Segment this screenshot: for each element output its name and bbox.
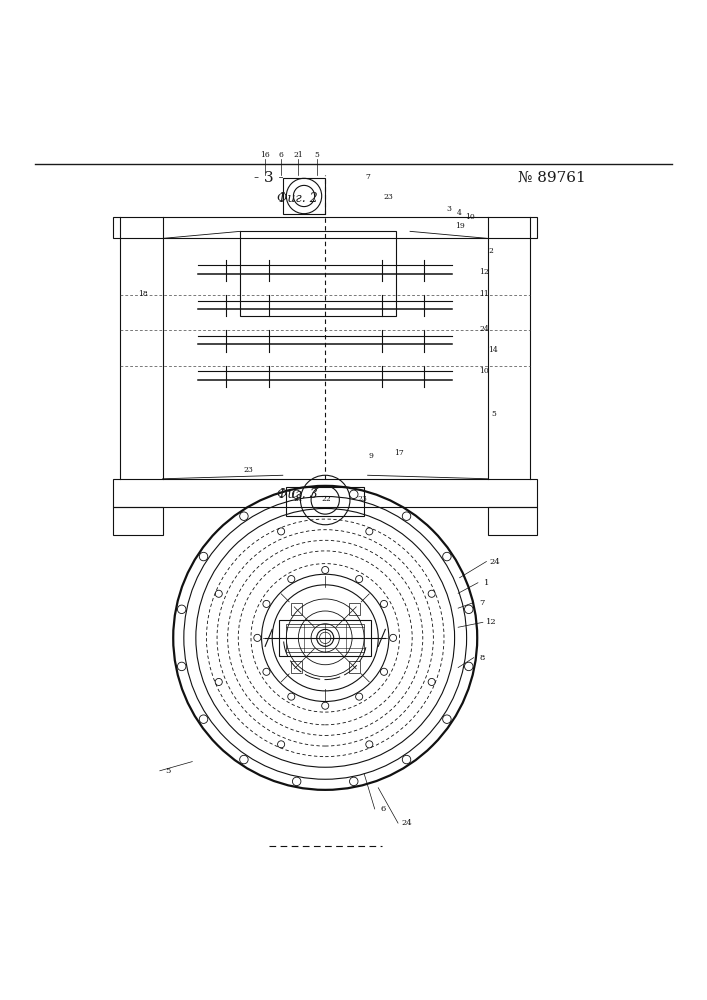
Text: 14: 14 xyxy=(489,346,498,354)
Text: 5: 5 xyxy=(315,151,319,159)
Text: 12: 12 xyxy=(486,618,497,626)
Bar xyxy=(286,624,364,652)
Text: 22: 22 xyxy=(322,495,332,503)
Text: 24: 24 xyxy=(479,325,489,333)
Text: 5: 5 xyxy=(491,410,496,418)
Bar xyxy=(240,231,396,316)
Bar xyxy=(113,217,537,238)
Text: 17: 17 xyxy=(395,449,404,457)
Text: 10: 10 xyxy=(465,213,475,221)
Text: № 89761: № 89761 xyxy=(518,171,585,185)
Text: 7: 7 xyxy=(366,173,370,181)
Text: 10: 10 xyxy=(479,367,489,375)
Bar xyxy=(488,507,537,535)
Bar xyxy=(113,479,537,507)
Bar xyxy=(349,603,360,615)
Text: 21: 21 xyxy=(293,151,303,159)
Text: 3: 3 xyxy=(446,205,452,213)
Bar xyxy=(283,178,325,214)
Text: 19: 19 xyxy=(455,222,464,230)
Text: 2: 2 xyxy=(489,247,493,255)
Bar xyxy=(279,620,371,656)
Text: 5: 5 xyxy=(165,767,171,775)
Bar xyxy=(291,661,302,673)
Text: 24: 24 xyxy=(401,819,412,827)
Text: 7: 7 xyxy=(479,599,485,607)
Bar xyxy=(113,507,163,535)
Text: 23: 23 xyxy=(384,193,394,201)
Text: 12: 12 xyxy=(479,268,489,276)
Text: 4: 4 xyxy=(457,209,462,217)
Text: 1: 1 xyxy=(484,579,489,587)
Text: 6: 6 xyxy=(380,805,386,813)
Text: 18: 18 xyxy=(138,290,148,298)
Text: 11: 11 xyxy=(479,290,489,298)
Text: Фиг. 2: Фиг. 2 xyxy=(276,192,317,205)
Text: 6: 6 xyxy=(279,151,283,159)
Text: - 3 -: - 3 - xyxy=(254,171,284,185)
Bar xyxy=(291,603,302,615)
Text: 9: 9 xyxy=(369,452,373,460)
Bar xyxy=(349,661,360,673)
Text: Фиг. 3: Фиг. 3 xyxy=(276,488,317,501)
Text: 8: 8 xyxy=(479,654,485,662)
Text: 16: 16 xyxy=(260,151,270,159)
Text: 21: 21 xyxy=(293,495,303,503)
Text: 23: 23 xyxy=(357,495,367,503)
Text: 23: 23 xyxy=(244,466,254,474)
Text: 24: 24 xyxy=(489,558,501,566)
Bar xyxy=(286,487,364,516)
